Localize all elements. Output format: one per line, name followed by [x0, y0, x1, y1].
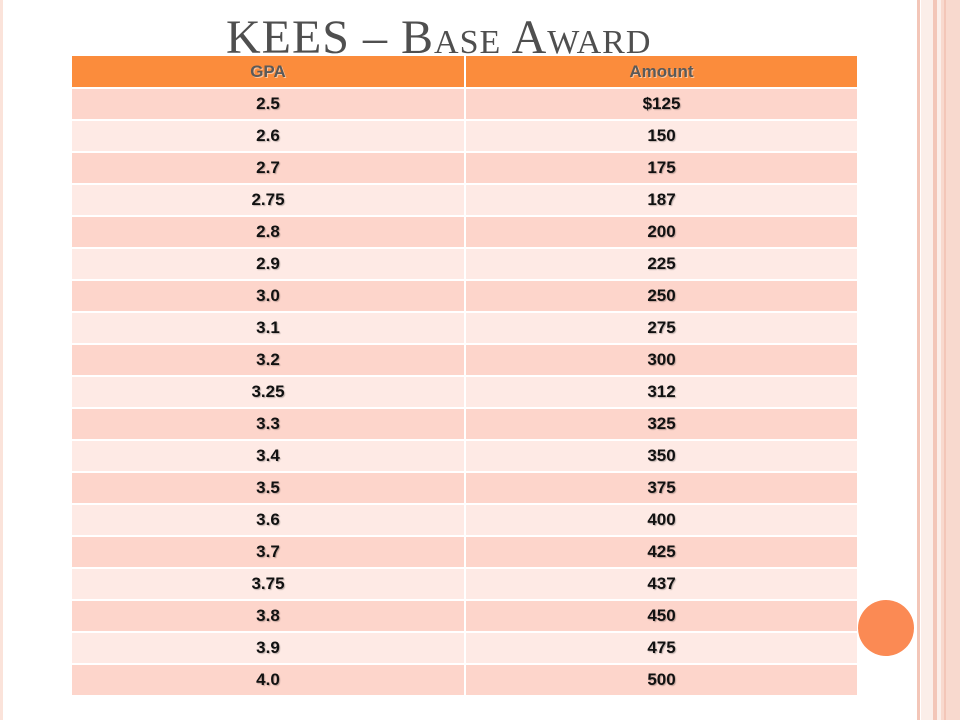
amount-cell: 200 [464, 215, 857, 248]
amount-cell: 500 [464, 663, 857, 695]
amount-cell: 375 [464, 471, 857, 504]
table-row: 3.75 437 [72, 567, 857, 600]
amount-cell: 225 [464, 247, 857, 280]
gpa-cell: 2.75 [72, 183, 465, 216]
right-stripe-2 [921, 0, 933, 720]
amount-cell: 450 [464, 599, 857, 632]
table-row: 2.75 187 [72, 183, 857, 216]
gpa-cell: 2.8 [72, 215, 465, 248]
table-row: 3.4 350 [72, 439, 857, 472]
gpa-cell: 2.6 [72, 119, 465, 152]
decorative-circle [858, 600, 914, 656]
amount-cell: 475 [464, 631, 857, 664]
amount-cell: 437 [464, 567, 857, 600]
table-row: 3.9 475 [72, 631, 857, 664]
table-row: 3.5 375 [72, 471, 857, 504]
gpa-cell: 3.75 [72, 567, 465, 600]
right-stripe-3 [933, 0, 937, 720]
table-row: 3.8 450 [72, 599, 857, 632]
amount-cell: 300 [464, 343, 857, 376]
gpa-cell: 3.0 [72, 279, 465, 312]
table-row: 3.1 275 [72, 311, 857, 344]
gpa-cell: 3.5 [72, 471, 465, 504]
gpa-cell: 2.9 [72, 247, 465, 280]
table-row: 3.0 250 [72, 279, 857, 312]
award-table: GPA Amount 2.5 $125 2.6 150 2.7 175 2.75 187 2.8… [72, 56, 857, 695]
amount-cell: 325 [464, 407, 857, 440]
amount-cell: 150 [464, 119, 857, 152]
right-stripe-6 [944, 0, 946, 720]
amount-cell: 350 [464, 439, 857, 472]
gpa-cell: 2.5 [72, 87, 465, 120]
table-row: 3.2 300 [72, 343, 857, 376]
table-row: 2.8 200 [72, 215, 857, 248]
gpa-cell: 3.25 [72, 375, 465, 408]
table-body: 2.5 $125 2.6 150 2.7 175 2.75 187 2.8 200 2.9 225 3.… [72, 87, 857, 695]
table-row: 2.5 $125 [72, 87, 857, 120]
slide-title: KEES – Base Award [226, 11, 652, 64]
gpa-cell: 4.0 [72, 663, 465, 695]
header-gpa: GPA [72, 56, 465, 89]
table-row: 4.0 500 [72, 663, 857, 695]
amount-cell: 187 [464, 183, 857, 216]
right-stripe-1 [917, 0, 920, 720]
gpa-cell: 3.1 [72, 311, 465, 344]
left-edge-stripe [0, 0, 3, 720]
table-row: 2.7 175 [72, 151, 857, 184]
right-stripe-4 [937, 0, 941, 720]
gpa-cell: 3.4 [72, 439, 465, 472]
table-header-row: GPA Amount [72, 56, 857, 89]
amount-cell: $125 [464, 87, 857, 120]
amount-cell: 400 [464, 503, 857, 536]
amount-cell: 250 [464, 279, 857, 312]
table-row: 3.3 325 [72, 407, 857, 440]
gpa-cell: 3.8 [72, 599, 465, 632]
table-row: 3.25 312 [72, 375, 857, 408]
gpa-cell: 3.6 [72, 503, 465, 536]
table-row: 3.6 400 [72, 503, 857, 536]
table-row: 3.7 425 [72, 535, 857, 568]
gpa-cell: 2.7 [72, 151, 465, 184]
gpa-cell: 3.3 [72, 407, 465, 440]
gpa-cell: 3.9 [72, 631, 465, 664]
table-row: 2.9 225 [72, 247, 857, 280]
gpa-cell: 3.2 [72, 343, 465, 376]
header-amount: Amount [464, 56, 857, 89]
amount-cell: 275 [464, 311, 857, 344]
amount-cell: 312 [464, 375, 857, 408]
gpa-cell: 3.7 [72, 535, 465, 568]
amount-cell: 175 [464, 151, 857, 184]
amount-cell: 425 [464, 535, 857, 568]
table-row: 2.6 150 [72, 119, 857, 152]
